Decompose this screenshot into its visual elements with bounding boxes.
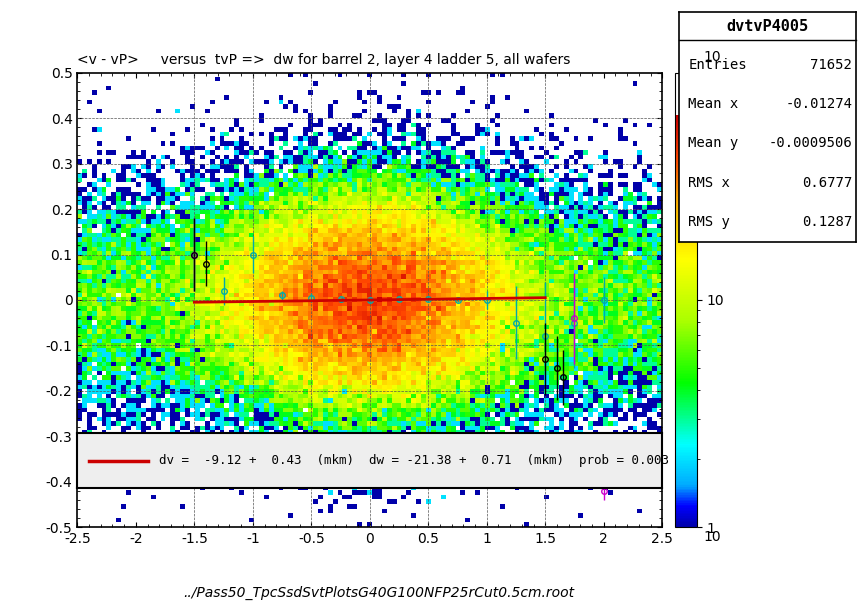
Text: 0.1287: 0.1287: [802, 215, 852, 229]
Text: 0.6777: 0.6777: [802, 176, 852, 190]
Text: Mean x: Mean x: [688, 98, 739, 112]
Text: 10: 10: [703, 530, 721, 544]
Text: 71652: 71652: [810, 58, 852, 72]
Text: -0.01274: -0.01274: [785, 98, 852, 112]
Text: RMS y: RMS y: [688, 215, 730, 229]
Text: Entries: Entries: [688, 58, 746, 72]
Text: -0.0009506: -0.0009506: [769, 136, 852, 150]
Text: <v - vP>     versus  tvP =>  dw for barrel 2, layer 4 ladder 5, all wafers: <v - vP> versus tvP => dw for barrel 2, …: [77, 53, 571, 67]
Text: dvtvP4005: dvtvP4005: [727, 19, 808, 34]
Text: Mean y: Mean y: [688, 136, 739, 150]
Text: dv =  -9.12 +  0.43  (mkm)  dw = -21.38 +  0.71  (mkm)  prob = 0.003: dv = -9.12 + 0.43 (mkm) dw = -21.38 + 0.…: [159, 454, 669, 467]
Text: ../Pass50_TpcSsdSvtPlotsG40G100NFP25rCut0.5cm.root: ../Pass50_TpcSsdSvtPlotsG40G100NFP25rCut…: [183, 586, 574, 600]
Text: RMS x: RMS x: [688, 176, 730, 190]
Text: 10: 10: [703, 50, 721, 64]
